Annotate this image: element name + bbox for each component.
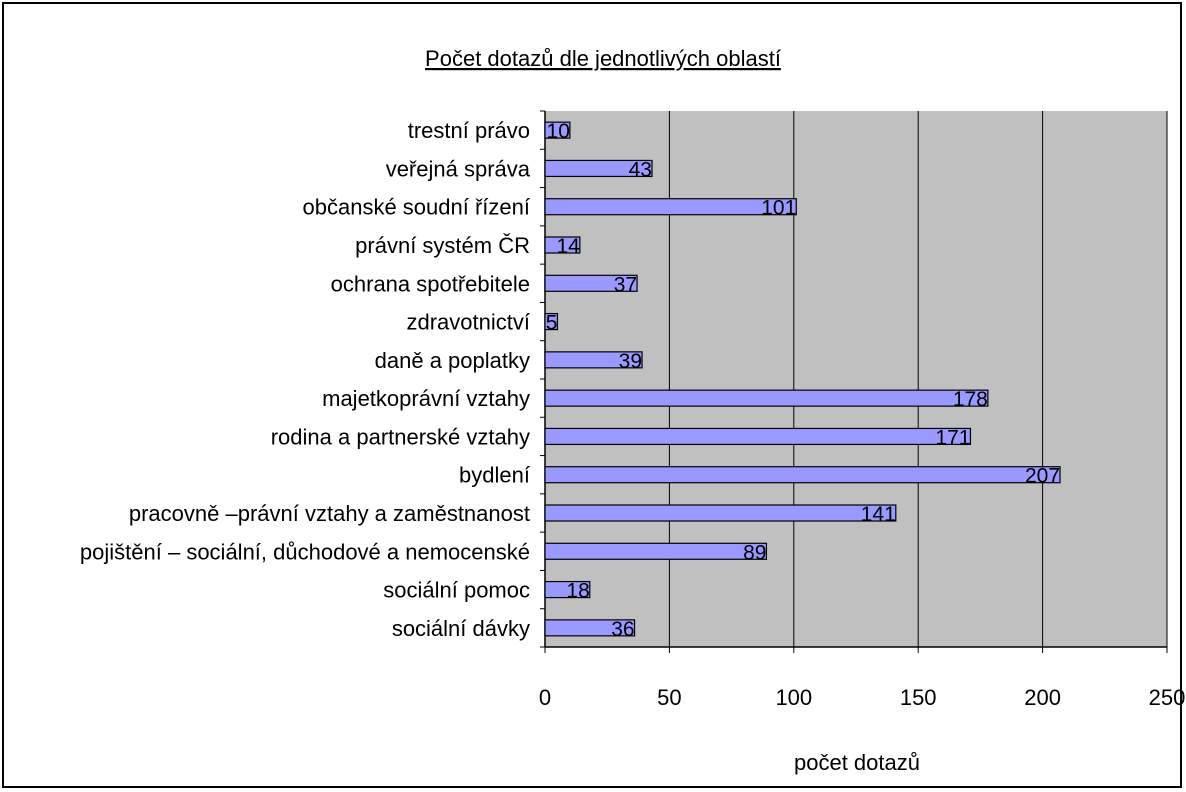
data-label: 171 <box>935 426 970 449</box>
x-tick-label: 100 <box>775 685 812 710</box>
category-label: rodina a partnerské vztahy <box>271 424 530 449</box>
bar <box>544 351 643 369</box>
bar <box>544 198 797 216</box>
data-label: 207 <box>1025 465 1060 488</box>
category-label: bydlení <box>459 463 530 488</box>
data-label: 18 <box>566 580 589 603</box>
data-label: 43 <box>629 158 652 181</box>
data-label: 89 <box>743 541 766 564</box>
x-tick-label: 200 <box>1024 685 1061 710</box>
bar <box>544 427 972 446</box>
category-label: pojištění – sociální, důchodové a nemoce… <box>80 539 530 564</box>
category-label: trestní právo <box>408 118 530 143</box>
bar <box>544 274 638 292</box>
data-label: 5 <box>546 312 558 335</box>
plot-area: 0 50 100 150 200 250 trestní právo 10 veřejná sp… <box>80 110 1186 710</box>
bar <box>544 580 591 599</box>
bar <box>544 389 989 407</box>
chart-title: Počet dotazů dle jednotlivých oblastí <box>425 46 781 71</box>
bar <box>544 312 559 331</box>
x-axis-title: počet dotazů <box>794 750 920 775</box>
bar <box>544 236 581 254</box>
category-label: sociální pomoc <box>383 578 530 603</box>
data-label: 141 <box>861 503 896 526</box>
x-tick-label: 150 <box>900 685 937 710</box>
plot-background <box>545 111 1167 647</box>
data-label: 37 <box>614 273 637 296</box>
bar <box>544 466 1061 484</box>
x-tick-label: 50 <box>657 685 681 710</box>
data-label: 14 <box>556 235 580 258</box>
category-label: zdravotnictví <box>407 310 531 335</box>
bar <box>544 121 571 139</box>
x-tick-label: 250 <box>1149 685 1186 710</box>
category-label: veřejná správa <box>386 156 531 181</box>
bar <box>544 159 653 178</box>
bar <box>544 542 768 560</box>
category-label: právní systém ČR <box>355 233 530 258</box>
category-label: občanské soudní řízení <box>303 195 530 220</box>
category-label: pracovně –právní vztahy a zaměstnanost <box>129 501 530 526</box>
bar <box>544 504 897 522</box>
data-label: 101 <box>761 197 796 220</box>
category-label: daně a poplatky <box>375 348 530 373</box>
data-label: 178 <box>953 388 988 411</box>
bar <box>544 619 636 637</box>
data-label: 39 <box>619 350 642 373</box>
category-label: majetkoprávní vztahy <box>322 386 530 411</box>
category-label: sociální dávky <box>392 616 530 641</box>
x-tick-label: 0 <box>539 685 551 710</box>
category-label: ochrana spotřebitele <box>331 271 530 296</box>
data-label: 10 <box>547 120 570 143</box>
data-label: 36 <box>611 618 634 641</box>
